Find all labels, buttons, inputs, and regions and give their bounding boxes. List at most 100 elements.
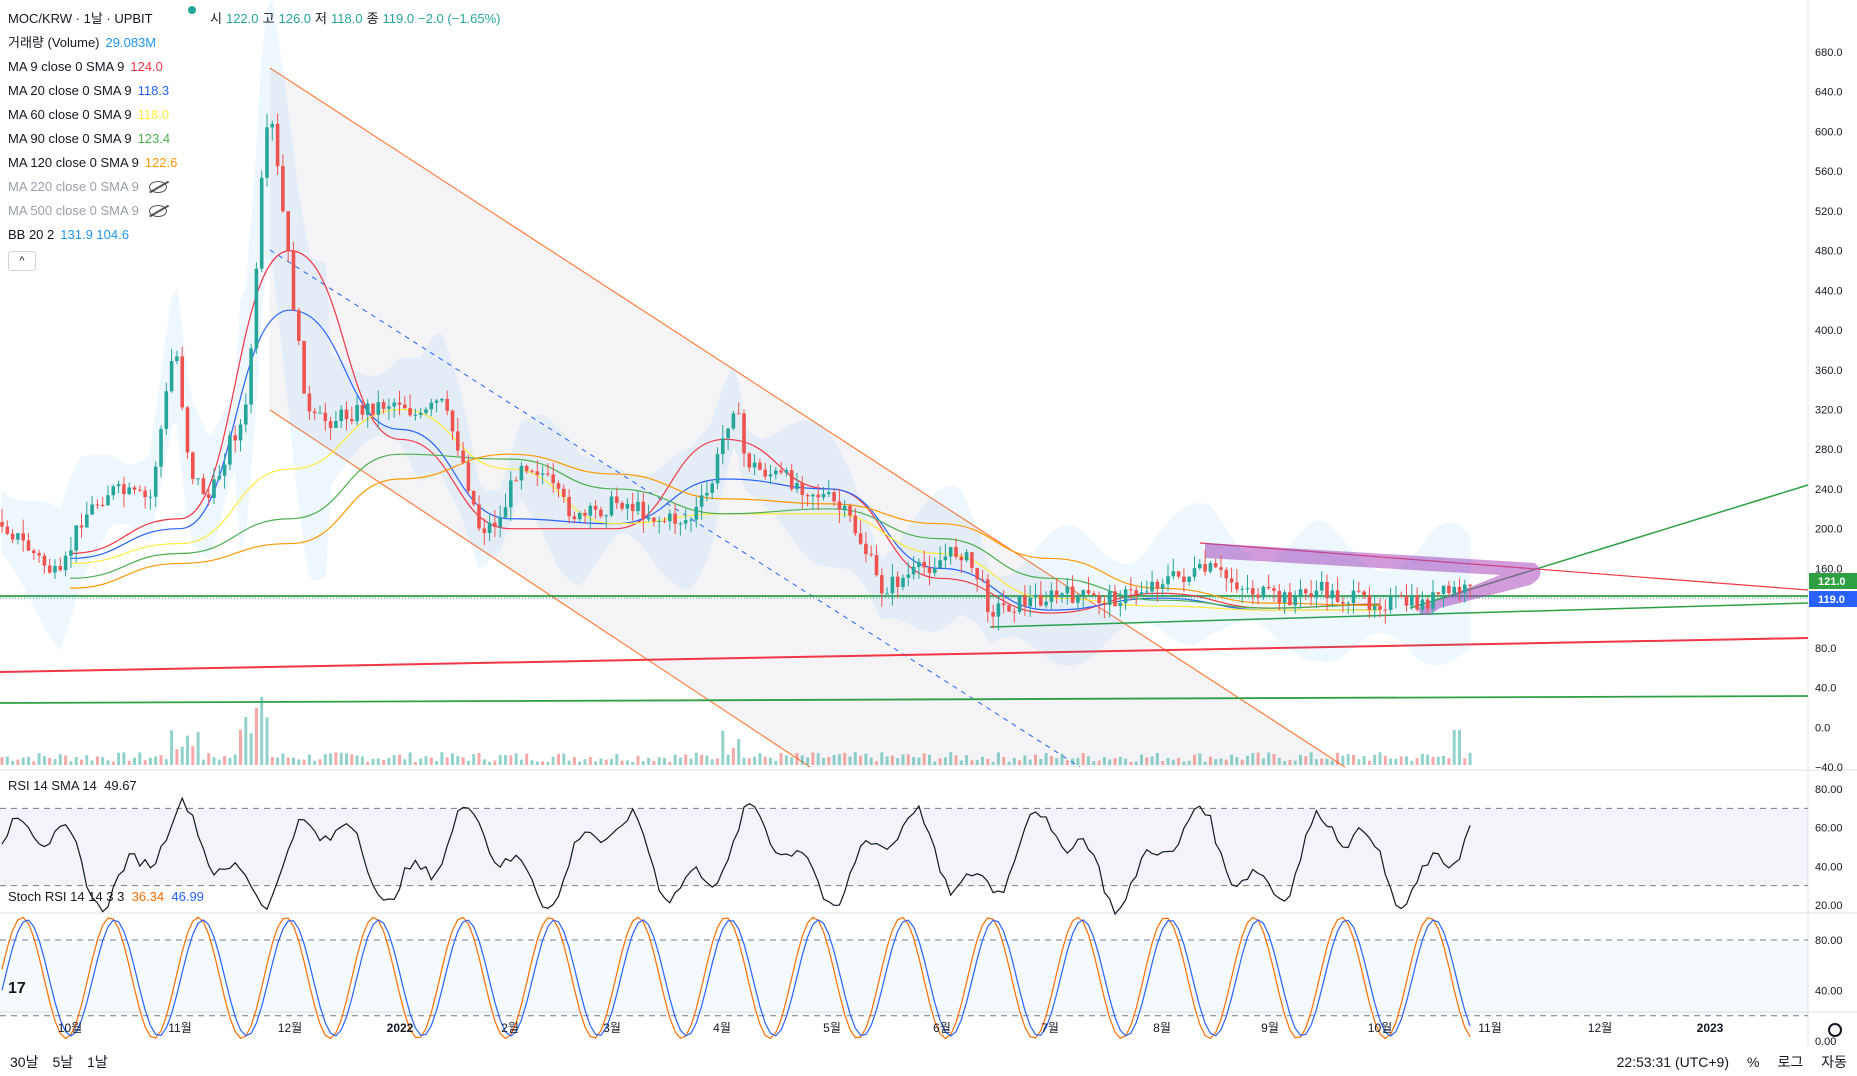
candle-body (143, 490, 147, 498)
volume-bar (933, 761, 937, 765)
candle-body (1171, 571, 1176, 577)
candle-body (1463, 584, 1467, 593)
volume-bar (477, 753, 481, 765)
volume-bar (1182, 761, 1186, 765)
tradingview-logo-icon[interactable]: 17 (8, 980, 26, 997)
indicator-row[interactable]: MA 60 close 0 SMA 9 118.0 (8, 103, 177, 127)
volume-bar (1320, 758, 1324, 765)
volume-bar (1267, 752, 1271, 765)
range-button[interactable]: 30날 (10, 1054, 39, 1070)
volume-bar (270, 757, 274, 765)
percent-button[interactable]: % (1747, 1054, 1760, 1070)
volume-bar (731, 747, 735, 765)
time-axis-label: 3월 (603, 1021, 621, 1035)
candle-body (721, 438, 725, 455)
volume-bar (392, 755, 396, 765)
auto-button[interactable]: 자동 (1821, 1054, 1847, 1070)
candle-body (646, 517, 651, 520)
volume-bar (106, 760, 110, 765)
candle-body (562, 488, 566, 497)
range-button[interactable]: 1날 (87, 1054, 108, 1070)
candle-body (1309, 593, 1313, 598)
candle-body (1213, 563, 1218, 568)
volume-bar (260, 696, 264, 765)
volume-bar (981, 756, 984, 765)
volume-bar (1261, 758, 1265, 765)
range-button[interactable]: 5날 (52, 1054, 74, 1070)
volume-bar (726, 754, 730, 765)
candle-body (116, 484, 121, 487)
candle-body (853, 515, 858, 534)
volume-bar (472, 754, 476, 765)
volume-bar (1018, 760, 1022, 765)
volume-bar (843, 752, 847, 765)
volume-bar (1044, 752, 1048, 765)
volume-bar (1076, 757, 1080, 765)
volume-bar (451, 753, 454, 765)
volume-bar (1346, 754, 1350, 765)
time-axis-label: 10월 (1368, 1021, 1392, 1035)
indicator-label: MA 500 close 0 SMA 9 (8, 203, 139, 218)
volume-bar (1325, 758, 1329, 765)
candle-body (233, 435, 237, 441)
indicator-row[interactable]: BB 20 2 131.9 104.6 (8, 223, 177, 247)
candle-body (715, 454, 720, 484)
volume-bar (1447, 758, 1451, 765)
settings-gear-icon[interactable] (1828, 1023, 1842, 1037)
volume-bar (1299, 754, 1302, 765)
candle-body (662, 521, 667, 523)
indicator-label: BB 20 2 (8, 227, 55, 242)
candle-body (975, 568, 979, 580)
candle-body (1304, 589, 1308, 594)
volume-bar (1087, 756, 1090, 765)
candle-body (1102, 603, 1107, 605)
hidden-eye-icon[interactable] (148, 205, 167, 217)
collapse-legend-button[interactable]: ^ (8, 251, 36, 271)
indicator-row[interactable]: MA 500 close 0 SMA 9 (8, 199, 177, 223)
candle-body (1410, 595, 1414, 606)
volume-bar (1240, 759, 1244, 765)
candle-body (249, 348, 253, 405)
volume-bar (292, 757, 295, 765)
candle-body (100, 504, 105, 506)
indicator-row[interactable]: MA 9 close 0 SMA 9 124.0 (8, 55, 177, 79)
candle-body (424, 409, 428, 413)
volume-bar (1177, 758, 1181, 765)
indicator-row[interactable]: MA 220 close 0 SMA 9 (8, 175, 177, 199)
volume-bar (387, 758, 391, 765)
log-button[interactable]: 로그 (1777, 1054, 1804, 1070)
symbol-title[interactable]: MOC/KRW · 1날 · UPBIT (8, 11, 153, 26)
hidden-eye-icon[interactable] (148, 181, 167, 193)
volume-bar (763, 756, 767, 765)
candle-body (768, 474, 773, 477)
candle-body (1203, 563, 1207, 572)
candle-body (37, 553, 41, 556)
stoch-d-line (1, 919, 1471, 1037)
clock[interactable]: 22:53:31 (UTC+9) (1616, 1054, 1730, 1070)
candle-body (1012, 611, 1017, 613)
candle-body (1060, 593, 1064, 598)
volume-bar (1102, 757, 1106, 765)
candle-body (991, 612, 995, 617)
volume-bar (1155, 752, 1159, 765)
indicator-row[interactable]: MA 90 close 0 SMA 9 123.4 (8, 127, 177, 151)
candle-body (630, 503, 635, 512)
candle-body (79, 525, 84, 528)
candle-body (895, 576, 900, 587)
volume-bar (779, 753, 783, 765)
volume-bar (1458, 730, 1461, 765)
volume-bar (148, 757, 152, 765)
indicator-row[interactable]: 거래량 (Volume) 29.083M (8, 31, 177, 55)
candle-body (996, 603, 1001, 617)
volume-bar (1251, 753, 1255, 765)
candle-body (1235, 582, 1239, 590)
candle-body (355, 405, 359, 422)
candle-body (742, 413, 746, 454)
indicator-row[interactable]: MA 120 close 0 SMA 9 122.6 (8, 151, 177, 175)
candle-body (503, 507, 508, 518)
indicator-row[interactable]: MA 20 close 0 SMA 9 118.3 (8, 79, 177, 103)
candle-body (1017, 595, 1022, 612)
volume-bar (0, 757, 4, 765)
volume-bar (848, 756, 852, 765)
